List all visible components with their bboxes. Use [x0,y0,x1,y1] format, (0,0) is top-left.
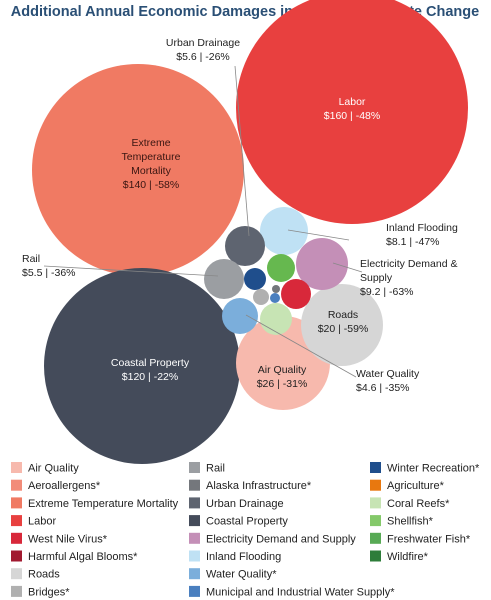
bubble-extreme-temp [32,64,244,276]
legend-swatch-agriculture [370,479,381,491]
legend-swatch-inland-flooding [189,550,200,562]
bubble-name-label-inland-flooding: Inland Flooding [386,222,458,234]
legend-swatch-rail [189,462,200,473]
leader-line-electricity [332,262,363,273]
legend-label-rail: Rail [206,463,225,475]
bubbles-layer [32,0,468,464]
legend-swatch-municipal-and-industrial-water-supply [189,585,200,597]
legend-swatch-urban-drainage [189,497,200,509]
legend-label-roads: Roads [28,569,60,581]
legend-swatch-electricity-demand-and-supply [189,532,200,544]
bubble-name-label-air-quality: Air Quality [258,364,307,376]
bubble-value-label-air-quality: $26 | -31% [257,378,308,390]
leader-line-inland-flooding [287,229,350,241]
legend-label-air-quality: Air Quality [28,463,79,475]
legend: Air Quality Aeroallergens* Extreme Tempera… [11,462,480,598]
bubble-shellfish [267,254,295,282]
bubble-name-label-coastal: Coastal Property [111,357,190,369]
legend-label-labor: Labor [28,516,56,528]
legend-label-urban-drainage: Urban Drainage [206,498,284,510]
leader-line-water-quality [245,314,357,378]
legend-label-municipal-and-industrial-water-supply: Municipal and Industrial Water Supply* [206,586,395,598]
bubble-coastal [44,268,240,464]
bubble-municipal-water [270,293,280,303]
legend-label-agriculture: Agriculture* [387,480,445,492]
legend-swatch-roads [11,568,22,580]
leader-line-urban-drainage [234,65,250,237]
bubble-name-label-rail: Rail [22,253,40,265]
bubble-value-label-labor: $160 | -48% [324,110,380,122]
bubble-alaska-infra [272,285,280,293]
legend-label-electricity-demand-and-supply: Electricity Demand and Supply [206,533,356,545]
legend-swatch-freshwater-fish [370,532,381,544]
legend-label-coastal-property: Coastal Property [206,516,288,528]
legend-swatch-bridges [11,585,22,597]
leader-lines [43,65,363,378]
legend-label-bridges: Bridges* [28,586,70,598]
bubble-name-label-electricity: Electricity Demand & [360,258,457,270]
legend-label-extreme-temperature-mortality: Extreme Temperature Mortality [28,498,179,510]
legend-swatch-coral-reefs [370,497,381,509]
bubble-value-label-inland-flooding: $8.1 | -47% [386,236,440,248]
legend-swatch-coastal-property [189,515,200,527]
bubble-rail [204,259,244,299]
bubble-water-quality [222,298,258,334]
legend-label-wildfire: Wildfire* [387,551,429,563]
legend-swatch-water-quality [189,568,200,580]
bubble-name-label-extreme-temp: Extreme [131,137,170,149]
bubble-name-label-urban-drainage: Urban Drainage [166,37,240,49]
bubble-value-label-water-quality: $4.6 | -35% [356,382,410,394]
bubble-value-label-rail: $5.5 | -36% [22,267,76,279]
legend-label-west-nile-virus: West Nile Virus* [28,533,108,545]
bubble-name-label-extreme-temp: Mortality [131,165,171,177]
bubble-value-label-coastal: $120 | -22% [122,371,178,383]
legend-label-coral-reefs: Coral Reefs* [387,498,450,510]
bubble-value-label-roads: $20 | -59% [318,323,369,335]
legend-swatch-air-quality [11,462,22,473]
bubble-west-nile [281,279,311,309]
legend-swatch-labor [11,515,22,527]
legend-swatch-extreme-temperature-mortality [11,497,22,509]
legend-label-inland-flooding: Inland Flooding [206,551,281,563]
legend-label-freshwater-fish: Freshwater Fish* [387,533,471,545]
bubble-name-label-water-quality: Water Quality [356,368,420,380]
bubble-name-label-labor: Labor [339,96,366,108]
bubble-labels: Urban Drainage $5.6 | -26% Labor $160 | -48… [22,37,458,394]
legend-swatch-shellfish [370,515,381,527]
legend-swatch-winter-recreation [370,462,381,473]
bubble-winter-recreation [244,268,266,290]
legend-swatch-aeroallergens [11,479,22,491]
legend-label-winter-recreation: Winter Recreation* [387,463,480,475]
bubble-roads [301,284,383,366]
bubble-value-label-electricity: $9.2 | -63% [360,286,414,298]
bubble-inland-flooding [260,207,308,255]
legend-swatch-harmful-algal-blooms [11,550,22,562]
bubble-value-label-urban-drainage: $5.6 | -26% [176,51,230,63]
legend-swatch-west-nile-virus [11,532,22,544]
leader-line-rail [43,265,219,277]
legend-label-alaska-infrastructure: Alaska Infrastructure* [206,480,312,492]
bubble-labor [236,0,468,224]
legend-label-harmful-algal-blooms: Harmful Algal Blooms* [28,551,138,563]
bubble-electricity [296,238,348,290]
legend-label-water-quality: Water Quality* [206,569,277,581]
bubble-name-label-roads: Roads [328,309,358,321]
bubble-coral-reefs [260,303,292,335]
legend-label-shellfish: Shellfish* [387,516,434,528]
legend-swatch-wildfire [370,550,381,562]
bubble-name-label-extreme-temp: Temperature [122,151,181,163]
legend-label-aeroallergens: Aeroallergens* [28,480,101,492]
bubble-value-label-extreme-temp: $140 | -58% [123,179,179,191]
bubble-name-label-electricity: Supply [360,272,393,284]
legend-swatch-alaska-infrastructure [189,479,200,491]
bubble-urban-drainage [225,226,265,266]
bubble-bridges [253,289,269,305]
